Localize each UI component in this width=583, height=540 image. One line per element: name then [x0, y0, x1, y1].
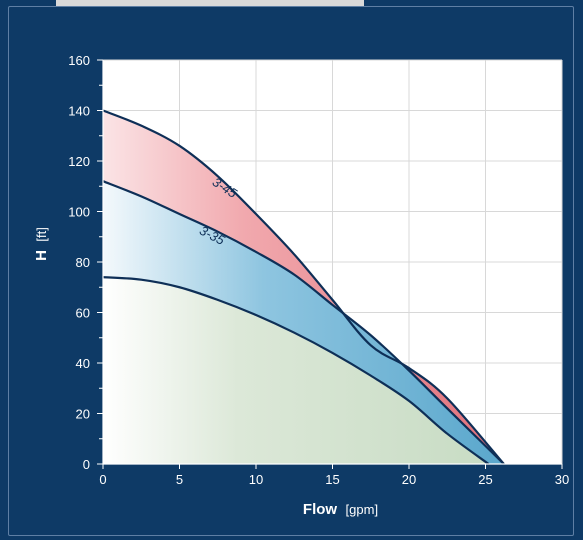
y-tick-label: 140: [68, 104, 90, 119]
x-tick-label: 15: [325, 472, 339, 487]
x-tick-label: 10: [249, 472, 263, 487]
x-axis-title: Flow: [303, 501, 337, 518]
curve-areas: [103, 110, 504, 464]
y-tick-label: 120: [68, 154, 90, 169]
x-axis-label: Flow [gpm]: [303, 501, 378, 518]
series-line-2: [102, 180, 505, 465]
svg-text:H [ft]: H [ft]: [33, 227, 50, 261]
x-tick-label: 30: [555, 472, 569, 487]
frame-tab: [56, 0, 364, 7]
y-tick-label: 0: [83, 457, 90, 472]
axes: 0 20 40 60 80 100 120 140 160 0 5 10 15 20 25 30: [68, 53, 569, 487]
series-area-3: [103, 277, 489, 464]
frame-border: [8, 6, 574, 536]
series-line-1: [102, 109, 505, 465]
y-tick-label: 160: [68, 53, 90, 68]
x-tick-label: 5: [176, 472, 183, 487]
svg-text:Flow [gpm]: Flow [gpm]: [303, 501, 378, 518]
x-tick-label: 0: [99, 472, 106, 487]
y-tick-label: 100: [68, 205, 90, 220]
y-axis-unit: [ft]: [34, 227, 49, 241]
y-tick-label: 20: [76, 407, 90, 422]
x-tick-label: 20: [402, 472, 416, 487]
y-axis-label: H [ft]: [33, 227, 50, 261]
y-axis-title: H: [33, 250, 50, 261]
y-tick-label: 60: [76, 306, 90, 321]
curve-lines: [102, 109, 505, 465]
x-axis-unit: [gpm]: [346, 502, 379, 517]
series-line-3: [102, 276, 490, 465]
y-tick-label: 40: [76, 356, 90, 371]
y-tick-label: 80: [76, 255, 90, 270]
x-tick-label: 25: [478, 472, 492, 487]
